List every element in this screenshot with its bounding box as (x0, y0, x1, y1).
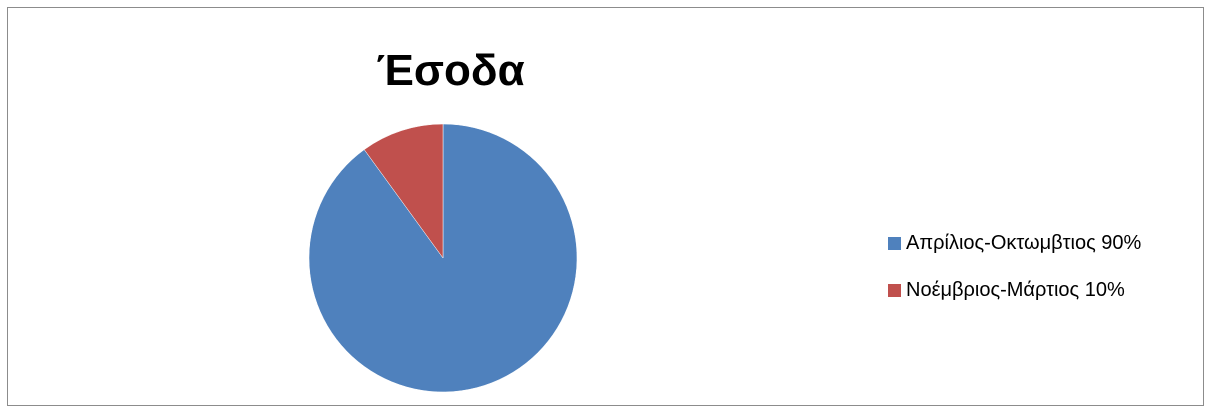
pie-slice-2 (363, 123, 444, 259)
pie-chart (308, 123, 578, 393)
legend-label: Απρίλιος-Οκτωμβτιος 90% (906, 232, 1142, 254)
legend-swatch (888, 237, 901, 250)
chart-area: Έσοδα Απρίλιος-Οκτωμβτιος 90% Νοέμβριος-Μ… (7, 7, 1204, 406)
legend-label: Νοέμβριος-Μάρτιος 10% (906, 279, 1125, 301)
legend-item-1: Απρίλιος-Οκτωμβτιος 90% (888, 220, 1141, 267)
chart-title: Έσοδα (376, 46, 525, 95)
legend-item-2: Νοέμβριος-Μάρτιος 10% (888, 267, 1141, 314)
chart-legend: Απρίλιος-Οκτωμβτιος 90% Νοέμβριος-Μάρτιος… (888, 220, 1141, 314)
legend-swatch (888, 284, 901, 297)
